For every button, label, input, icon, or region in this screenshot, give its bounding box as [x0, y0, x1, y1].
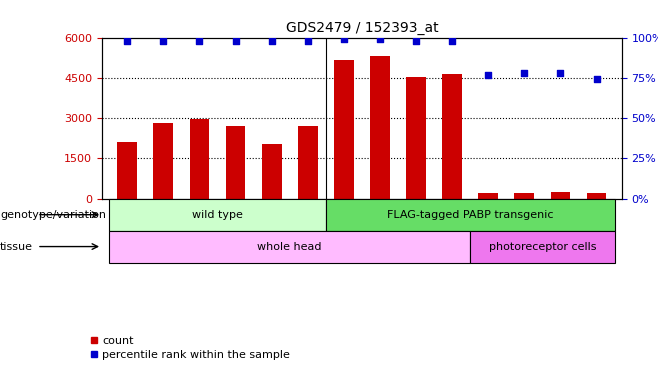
Point — [411, 38, 421, 44]
Point — [447, 38, 457, 44]
Text: tissue: tissue — [0, 242, 33, 252]
Text: genotype/variation: genotype/variation — [0, 210, 106, 220]
Bar — [326, 199, 615, 231]
Text: FLAG-tagged PABP transgenic: FLAG-tagged PABP transgenic — [387, 210, 553, 220]
Bar — [262, 144, 282, 199]
Text: photoreceptor cells: photoreceptor cells — [489, 242, 596, 252]
Bar — [226, 126, 245, 199]
Point — [374, 36, 385, 42]
Bar — [370, 56, 390, 199]
Title: GDS2479 / 152393_at: GDS2479 / 152393_at — [286, 21, 438, 35]
Bar — [190, 120, 209, 199]
Bar — [551, 192, 570, 199]
Point — [158, 38, 168, 44]
Legend: count, percentile rank within the sample: count, percentile rank within the sample — [86, 332, 295, 364]
Bar — [515, 194, 534, 199]
Text: whole head: whole head — [257, 242, 322, 252]
Bar — [298, 126, 318, 199]
Bar — [478, 193, 498, 199]
Point — [194, 38, 205, 44]
Bar — [406, 77, 426, 199]
Bar — [587, 193, 607, 199]
Text: wild type: wild type — [192, 210, 243, 220]
Point — [592, 76, 602, 82]
Bar — [470, 231, 615, 262]
Bar — [442, 74, 462, 199]
Point — [519, 70, 530, 76]
Bar — [117, 142, 137, 199]
Bar — [109, 231, 470, 262]
Point — [122, 38, 132, 44]
Point — [555, 70, 566, 76]
Bar — [153, 123, 173, 199]
Bar — [334, 60, 354, 199]
Point — [266, 38, 277, 44]
Point — [483, 72, 494, 78]
Bar — [109, 199, 326, 231]
Point — [303, 38, 313, 44]
Point — [339, 36, 349, 42]
Point — [230, 38, 241, 44]
